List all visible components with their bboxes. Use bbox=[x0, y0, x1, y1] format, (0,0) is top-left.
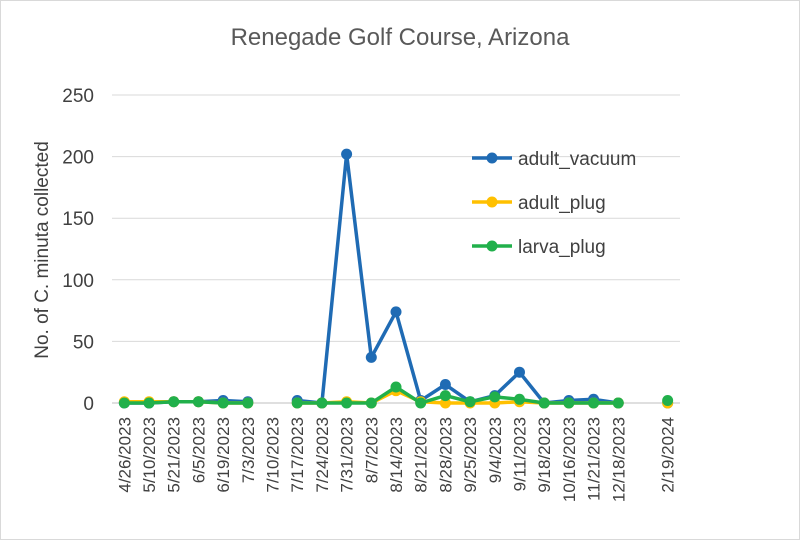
data-point bbox=[662, 395, 674, 407]
data-point bbox=[217, 397, 229, 409]
x-tick-label: 9/4/2023 bbox=[486, 417, 505, 483]
chart-title: Renegade Golf Course, Arizona bbox=[231, 24, 571, 51]
series-line bbox=[297, 152, 619, 405]
x-tick-label: 9/25/2023 bbox=[461, 417, 480, 493]
x-tick-label: 7/17/2023 bbox=[288, 417, 307, 493]
data-point bbox=[415, 397, 427, 409]
data-point bbox=[612, 397, 624, 409]
data-point bbox=[439, 390, 451, 402]
data-point bbox=[168, 396, 180, 408]
series-lines bbox=[118, 148, 674, 409]
x-tick-label: 7/10/2023 bbox=[264, 417, 283, 493]
x-tick-label: 6/5/2023 bbox=[189, 417, 208, 483]
data-point bbox=[513, 393, 525, 405]
x-tick-label: 8/7/2023 bbox=[362, 417, 381, 483]
data-point bbox=[118, 397, 130, 409]
y-tick-label: 250 bbox=[62, 86, 94, 107]
x-tick-label: 12/18/2023 bbox=[609, 417, 628, 502]
data-point bbox=[563, 397, 575, 409]
x-tick-label: 9/11/2023 bbox=[510, 417, 529, 491]
x-tick-label: 10/16/2023 bbox=[560, 417, 579, 502]
data-point bbox=[464, 396, 476, 408]
data-point bbox=[341, 148, 353, 160]
data-point bbox=[489, 391, 501, 403]
x-tick-label: 8/28/2023 bbox=[436, 417, 455, 493]
data-point bbox=[390, 306, 402, 318]
x-tick-label: 6/19/2023 bbox=[214, 417, 233, 493]
y-tick-label: 200 bbox=[62, 148, 94, 169]
y-tick-label: 150 bbox=[62, 209, 94, 230]
legend-swatch-marker bbox=[486, 152, 498, 164]
y-tick-label: 0 bbox=[83, 394, 94, 415]
y-axis-label: No. of C. minuta collected bbox=[32, 141, 53, 359]
data-point bbox=[341, 397, 353, 409]
y-tick-label: 50 bbox=[73, 332, 94, 353]
data-point bbox=[143, 397, 155, 409]
x-tick-label: 7/3/2023 bbox=[239, 417, 258, 483]
data-point bbox=[192, 396, 204, 408]
x-tick-label: 9/18/2023 bbox=[535, 417, 554, 493]
legend-label: larva_plug bbox=[518, 237, 606, 258]
legend-item: larva_plug bbox=[472, 237, 606, 258]
data-point bbox=[365, 351, 377, 363]
x-tick-label: 7/24/2023 bbox=[313, 417, 332, 493]
data-point bbox=[390, 381, 402, 393]
legend: adult_vacuum adult_plug larva_plug bbox=[472, 149, 636, 258]
legend-item: adult_vacuum bbox=[472, 149, 636, 170]
legend-label: adult_plug bbox=[518, 193, 606, 214]
x-tick-label: 7/31/2023 bbox=[338, 417, 357, 493]
data-point bbox=[538, 397, 550, 409]
data-point bbox=[365, 397, 377, 409]
series-adult_vacuum bbox=[118, 148, 674, 409]
data-point bbox=[513, 366, 525, 378]
data-point bbox=[316, 397, 328, 409]
y-tick-labels: 0 50 100 150 200 250 bbox=[62, 86, 94, 415]
x-tick-label: 5/10/2023 bbox=[140, 417, 159, 493]
legend-item: adult_plug bbox=[472, 193, 606, 214]
x-tick-label: 2/19/2024 bbox=[659, 417, 678, 493]
x-tick-label: 5/21/2023 bbox=[165, 417, 184, 493]
legend-label: adult_vacuum bbox=[518, 149, 636, 170]
series-larva_plug bbox=[118, 381, 674, 409]
data-point bbox=[439, 379, 451, 391]
x-tick-label: 8/14/2023 bbox=[387, 417, 406, 493]
legend-swatch-marker bbox=[486, 196, 498, 208]
data-point bbox=[242, 397, 254, 409]
data-point bbox=[291, 397, 303, 409]
data-point bbox=[588, 397, 600, 409]
x-tick-label: 4/26/2023 bbox=[115, 417, 134, 493]
y-tick-label: 100 bbox=[62, 271, 94, 292]
x-tick-label: 11/21/2023 bbox=[585, 417, 604, 501]
x-tick-labels: 4/26/2023 5/10/2023 5/21/2023 6/5/2023 6/19/… bbox=[115, 417, 677, 502]
x-tick-label: 8/21/2023 bbox=[412, 417, 431, 493]
legend-swatch-marker bbox=[486, 240, 498, 252]
series-line bbox=[124, 400, 248, 405]
